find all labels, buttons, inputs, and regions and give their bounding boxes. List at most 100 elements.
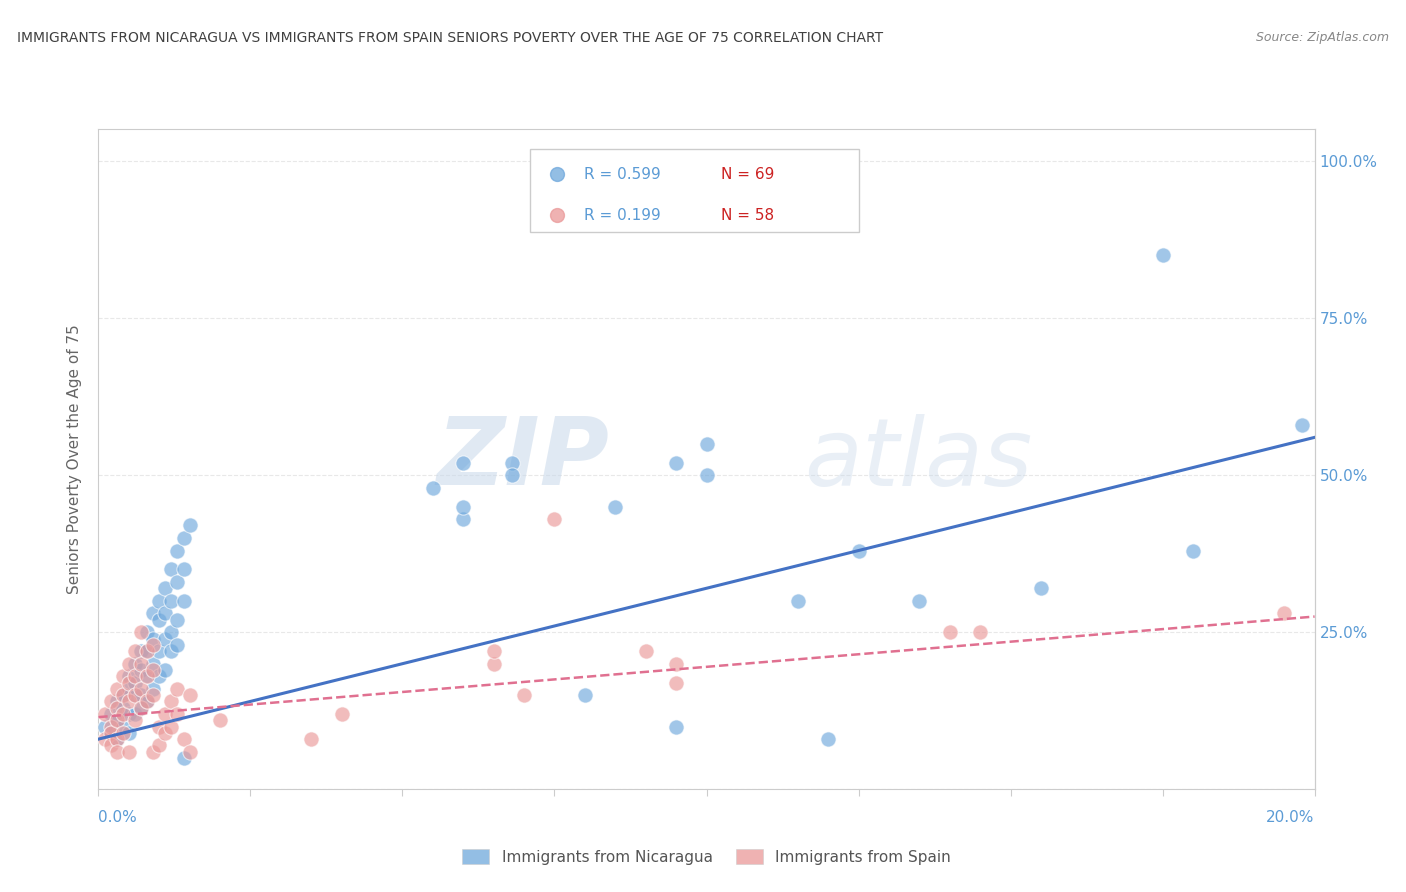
Point [173,751,195,765]
Point [1152,248,1174,262]
Point [129,663,152,677]
Point [665,720,688,734]
Point [543,512,565,526]
Point [124,713,146,727]
Point [118,745,141,759]
Point [118,669,141,683]
Text: R = 0.199: R = 0.199 [583,208,661,223]
Point [155,632,177,646]
Point [111,720,134,734]
Point [118,694,141,708]
Point [124,669,146,683]
Point [330,706,353,721]
Point [160,694,183,708]
Point [513,688,536,702]
Point [453,500,475,514]
Point [848,543,870,558]
Point [136,644,159,658]
Point [142,632,165,646]
Point [124,644,146,658]
Point [142,663,165,677]
Text: IMMIGRANTS FROM NICARAGUA VS IMMIGRANTS FROM SPAIN SENIORS POVERTY OVER THE AGE : IMMIGRANTS FROM NICARAGUA VS IMMIGRANTS … [17,31,883,45]
Point [173,531,195,545]
Text: 0.0%: 0.0% [98,810,138,825]
Point [129,657,152,671]
Point [155,607,177,621]
Point [155,663,177,677]
Point [142,638,165,652]
Point [148,669,170,683]
Point [118,706,141,721]
Point [105,713,128,727]
Point [665,675,688,690]
Point [105,700,128,714]
Point [1029,581,1052,595]
Point [105,745,128,759]
Point [124,688,146,702]
Point [166,613,188,627]
Point [179,518,201,533]
Text: 20.0%: 20.0% [1267,810,1315,825]
FancyBboxPatch shape [530,149,859,232]
Point [129,681,152,696]
Point [1272,607,1295,621]
Point [166,574,188,589]
Point [665,657,688,671]
Point [160,562,183,576]
Point [148,644,170,658]
Point [501,456,523,470]
Point [605,500,627,514]
Point [173,562,195,576]
Point [124,675,146,690]
Point [129,700,152,714]
Text: N = 58: N = 58 [721,208,775,223]
Point [1291,417,1313,432]
Point [136,669,159,683]
Point [100,739,122,753]
Point [155,581,177,595]
Point [124,706,146,721]
Point [155,726,177,740]
Point [118,726,141,740]
Point [105,681,128,696]
Point [453,512,475,526]
Point [969,625,991,640]
Point [482,644,505,658]
Point [105,713,128,727]
Point [100,706,122,721]
Point [100,726,122,740]
Point [155,706,177,721]
Point [100,720,122,734]
Point [118,675,141,690]
Point [148,720,170,734]
Point [93,732,115,747]
Point [129,644,152,658]
Point [142,688,165,702]
Point [665,456,688,470]
Point [124,688,146,702]
Point [501,468,523,483]
Point [908,594,931,608]
Point [129,688,152,702]
Point [173,594,195,608]
Point [166,543,188,558]
Point [634,644,657,658]
Point [160,625,183,640]
Point [142,745,165,759]
Point [136,694,159,708]
Point [100,726,122,740]
Point [93,706,115,721]
Point [148,613,170,627]
Point [100,694,122,708]
Text: ZIP: ZIP [436,413,609,506]
Point [111,700,134,714]
Point [118,657,141,671]
Point [160,720,183,734]
Point [166,638,188,652]
Text: atlas: atlas [804,414,1032,505]
Point [129,625,152,640]
Point [696,436,718,450]
Point [111,706,134,721]
Point [142,681,165,696]
Point [111,688,134,702]
